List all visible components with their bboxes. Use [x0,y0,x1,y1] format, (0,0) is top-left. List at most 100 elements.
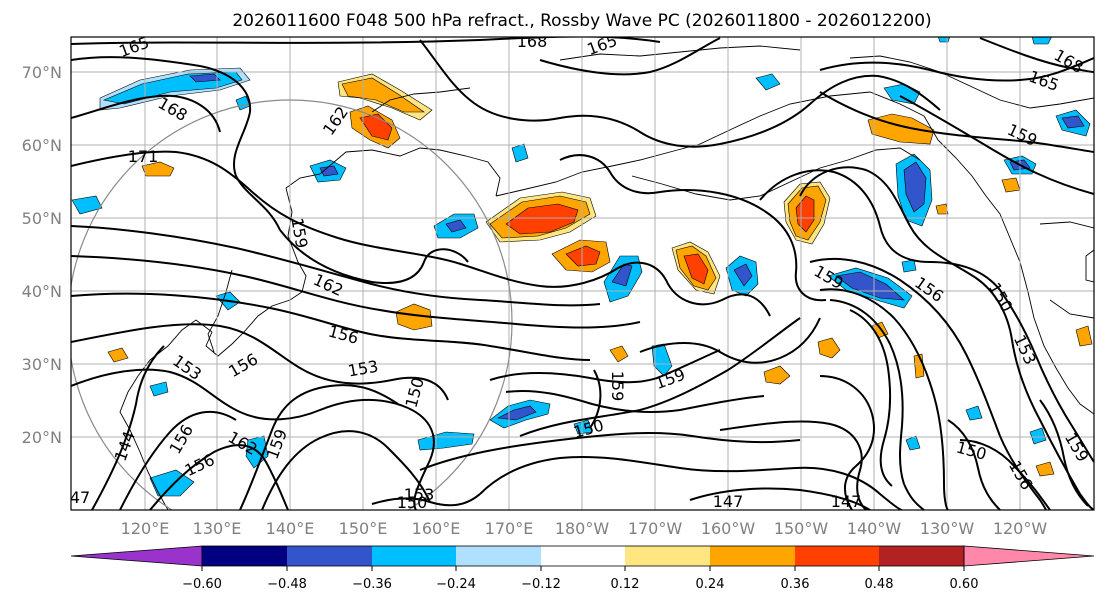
contour-line [799,166,1013,341]
contour-line [719,420,867,510]
contour-line [659,189,827,302]
coastline [207,269,233,353]
positive-anomaly-area [763,365,791,385]
contour-line [819,91,1094,153]
contour-line [71,94,221,133]
contour-line [239,384,399,510]
contour-line [819,57,1094,82]
colorbar-tick-label: −0.60 [182,577,222,592]
colorbar-tick-label: −0.12 [521,577,561,592]
contour-line [71,368,409,421]
colorbar-outline [201,545,965,567]
colorbar-segment [879,546,964,566]
contour-line [589,369,602,429]
contour-line [639,317,821,364]
negative-anomaly-area [149,381,169,397]
colorbar-tick-label: 0.12 [611,577,640,592]
coastline [495,143,701,197]
lon-label: 120°W [993,519,1048,538]
lon-label: 130°W [920,519,975,538]
lon-label: 180°W [555,519,610,538]
contour-line [999,435,1047,510]
contour-line [419,432,801,471]
contour-label: 47 [70,488,90,507]
longitude-axis-labels: 120°E 130°E 140°E 150°E 160°E 170°E 180°… [121,519,1048,538]
lon-label: 150°W [774,519,829,538]
contour-line [959,439,1051,510]
coastline [559,45,801,61]
coastline [923,115,1021,263]
coastline [1039,221,1094,229]
colorbar-tick-label: −0.48 [267,577,307,592]
lat-label: 30°N [22,355,62,374]
colorbar-tick-label: 0.60 [950,577,979,592]
contour-line [71,323,449,401]
negative-anomaly-area [1029,427,1047,445]
contour-line [689,487,871,510]
contour-label: 168 [517,32,548,51]
coastline [285,147,501,197]
contour-line [539,37,721,76]
contour-line [819,375,875,510]
colorbar-segment [456,546,541,566]
coastline [1085,249,1094,283]
colorbar-segment [541,546,625,566]
contour-label: 159 [608,371,627,402]
coastline [1019,261,1094,415]
contour-line [903,483,925,510]
contour-label: 147 [831,492,862,511]
contour-label: 171 [128,147,159,166]
coastlines [119,45,1094,510]
lat-label: 20°N [22,428,62,447]
coastline [119,375,169,510]
negative-anomaly-area [1061,115,1085,129]
coastline [1049,299,1094,319]
contour-line [519,317,801,437]
contour-line [1011,339,1094,510]
lon-label: 140°W [847,519,902,538]
contour-line [849,309,893,487]
colorbar-tick-label: −0.36 [352,577,392,592]
lat-label: 40°N [22,282,62,301]
reference-circle [71,99,513,510]
positive-anomaly-area [505,203,579,235]
contour-line [261,430,431,510]
colorbar-extend-high [963,545,1095,567]
negative-anomaly-area [189,73,221,83]
positive-anomaly-area [395,303,433,331]
lon-label: 160°E [412,519,461,538]
colorbar-segment [625,546,710,566]
lon-label: 140°E [266,519,315,538]
colorbar-segment [202,546,287,566]
contour-line [279,229,469,284]
contour-line [71,56,281,231]
coastline [849,55,1094,109]
negative-anomaly-area [71,195,103,215]
contour-line [539,261,771,317]
contour-line [149,444,289,510]
lon-label: 120°E [121,519,170,538]
contour-line [1039,399,1089,507]
negative-anomaly-area [611,263,633,287]
coastline [699,91,925,145]
coastline [285,187,307,293]
contour-lines [71,37,1094,510]
coastline [371,87,471,113]
contour-line [479,455,903,510]
negative-anomaly-area [733,263,753,287]
contour-label: 147 [713,492,744,511]
contour-line [559,154,661,195]
colorbar-segment [287,546,372,566]
contour-line [419,39,721,148]
contour-line [819,288,949,510]
colorbar: −0.60 −0.48 −0.36 −0.24 −0.12 0.12 0.24 … [70,545,1095,592]
colorbar-extend-low [70,545,203,567]
contour-line [899,95,1094,195]
positive-anomaly-area [683,253,709,285]
lon-label: 170°E [485,519,534,538]
contour-line [371,493,481,507]
positive-anomaly-area [1075,325,1093,347]
negative-anomaly-area [445,219,467,233]
contour-label: 150 [397,493,428,512]
